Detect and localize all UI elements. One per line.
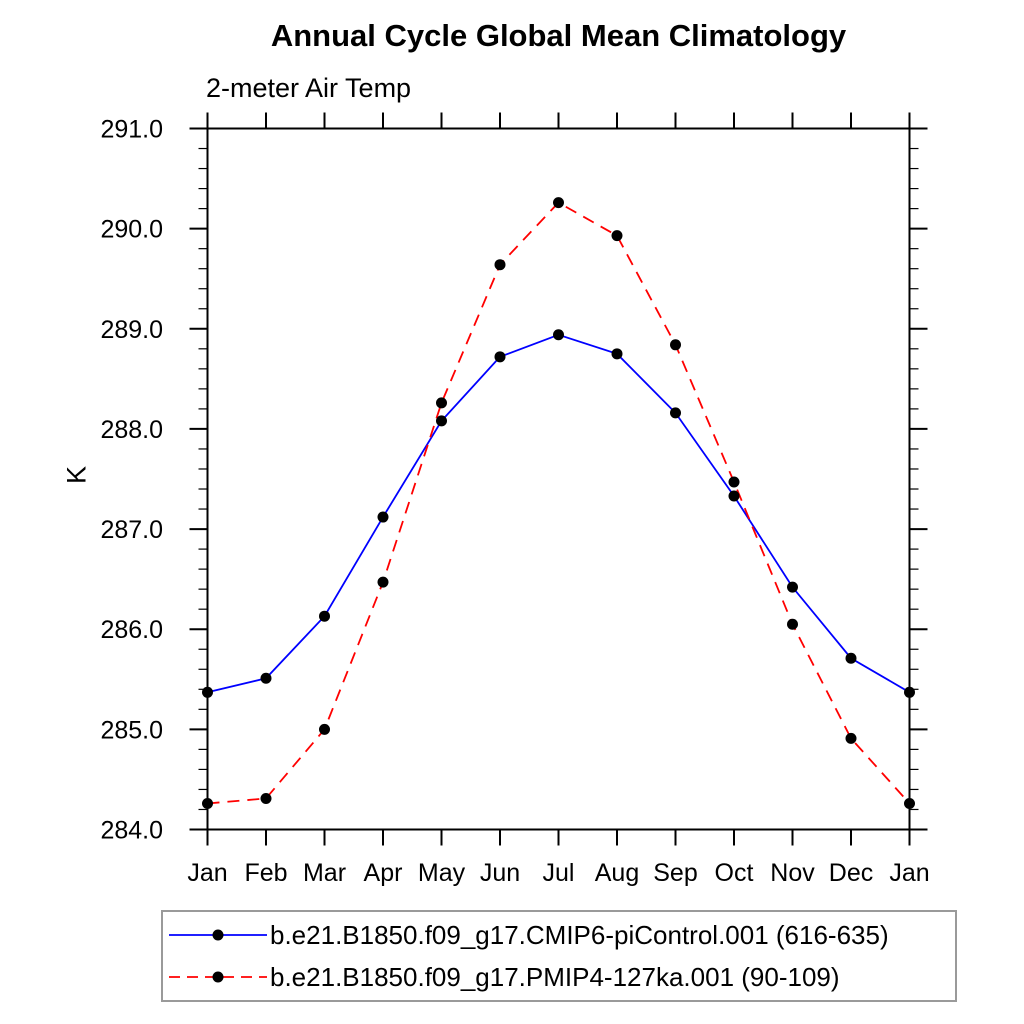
data-point-marker xyxy=(845,652,857,664)
data-point-marker xyxy=(260,792,272,804)
x-tick-label: Jul xyxy=(543,859,575,887)
data-point-marker xyxy=(611,348,623,360)
data-point-marker xyxy=(904,797,915,809)
y-tick-label: 284.0 xyxy=(100,817,163,845)
data-point-marker xyxy=(553,197,564,209)
x-tick-label: Apr xyxy=(364,859,403,887)
data-point-marker xyxy=(728,490,740,502)
data-point-marker xyxy=(845,732,857,744)
x-tick-label: Jan xyxy=(187,859,227,887)
legend-row-picontrol: b.e21.B1850.f09_g17.CMIP6-piControl.001 … xyxy=(166,914,955,956)
y-tick-label: 289.0 xyxy=(100,316,163,344)
legend-box: b.e21.B1850.f09_g17.CMIP6-piControl.001 … xyxy=(161,910,957,1002)
data-point-marker xyxy=(611,230,623,242)
chart-title: Annual Cycle Global Mean Climatology xyxy=(270,18,847,53)
x-tick-label: Mar xyxy=(303,859,346,887)
data-point-marker xyxy=(670,339,681,351)
data-point-marker xyxy=(494,259,506,271)
x-tick-label: Oct xyxy=(715,859,754,887)
y-tick-label: 290.0 xyxy=(100,216,163,244)
data-point-marker xyxy=(787,618,798,630)
y-tick-label: 286.0 xyxy=(100,616,163,644)
series-line-1 xyxy=(207,201,911,805)
series-line-0 xyxy=(207,333,910,694)
data-point-marker xyxy=(319,723,330,735)
plot-frame xyxy=(206,127,911,831)
x-tick-label: Aug xyxy=(595,859,639,887)
data-point-marker xyxy=(494,351,506,363)
legend-line-sample-picontrol xyxy=(169,929,267,941)
data-point-marker xyxy=(319,610,330,622)
legend-marker-dot xyxy=(212,929,224,941)
legend-line-sample-pmip4 xyxy=(169,971,267,983)
data-point-marker xyxy=(377,511,389,523)
x-tick-label: May xyxy=(418,859,466,887)
data-point-marker xyxy=(202,686,213,698)
data-point-marker xyxy=(436,415,447,427)
chart-subtitle: 2-meter Air Temp xyxy=(206,73,412,103)
data-point-marker xyxy=(728,476,740,488)
legend-label-picontrol: b.e21.B1850.f09_g17.CMIP6-piControl.001 … xyxy=(270,919,889,950)
x-tick-label: Nov xyxy=(770,859,815,887)
x-tick-label: Feb xyxy=(244,859,287,887)
data-point-marker xyxy=(904,686,915,698)
data-point-marker xyxy=(670,407,681,419)
y-tick-label: 287.0 xyxy=(100,516,163,544)
x-tick-label: Sep xyxy=(653,859,697,887)
legend-marker-dot xyxy=(212,971,224,983)
y-tick-label: 291.0 xyxy=(100,116,163,144)
legend-label-pmip4: b.e21.B1850.f09_g17.PMIP4-127ka.001 (90-… xyxy=(270,961,840,992)
data-point-marker xyxy=(787,581,798,593)
data-point-marker xyxy=(260,672,272,684)
data-point-marker xyxy=(202,797,213,809)
x-tick-label: Jan xyxy=(889,859,929,887)
y-tick-label: 285.0 xyxy=(100,716,163,744)
x-tick-label: Jun xyxy=(480,859,520,887)
data-point-marker xyxy=(436,397,447,409)
legend-row-pmip4: b.e21.B1850.f09_g17.PMIP4-127ka.001 (90-… xyxy=(166,956,955,998)
data-point-marker xyxy=(553,329,564,341)
y-tick-label: 288.0 xyxy=(100,416,163,444)
x-tick-label: Dec xyxy=(829,859,873,887)
data-point-marker xyxy=(377,576,389,588)
